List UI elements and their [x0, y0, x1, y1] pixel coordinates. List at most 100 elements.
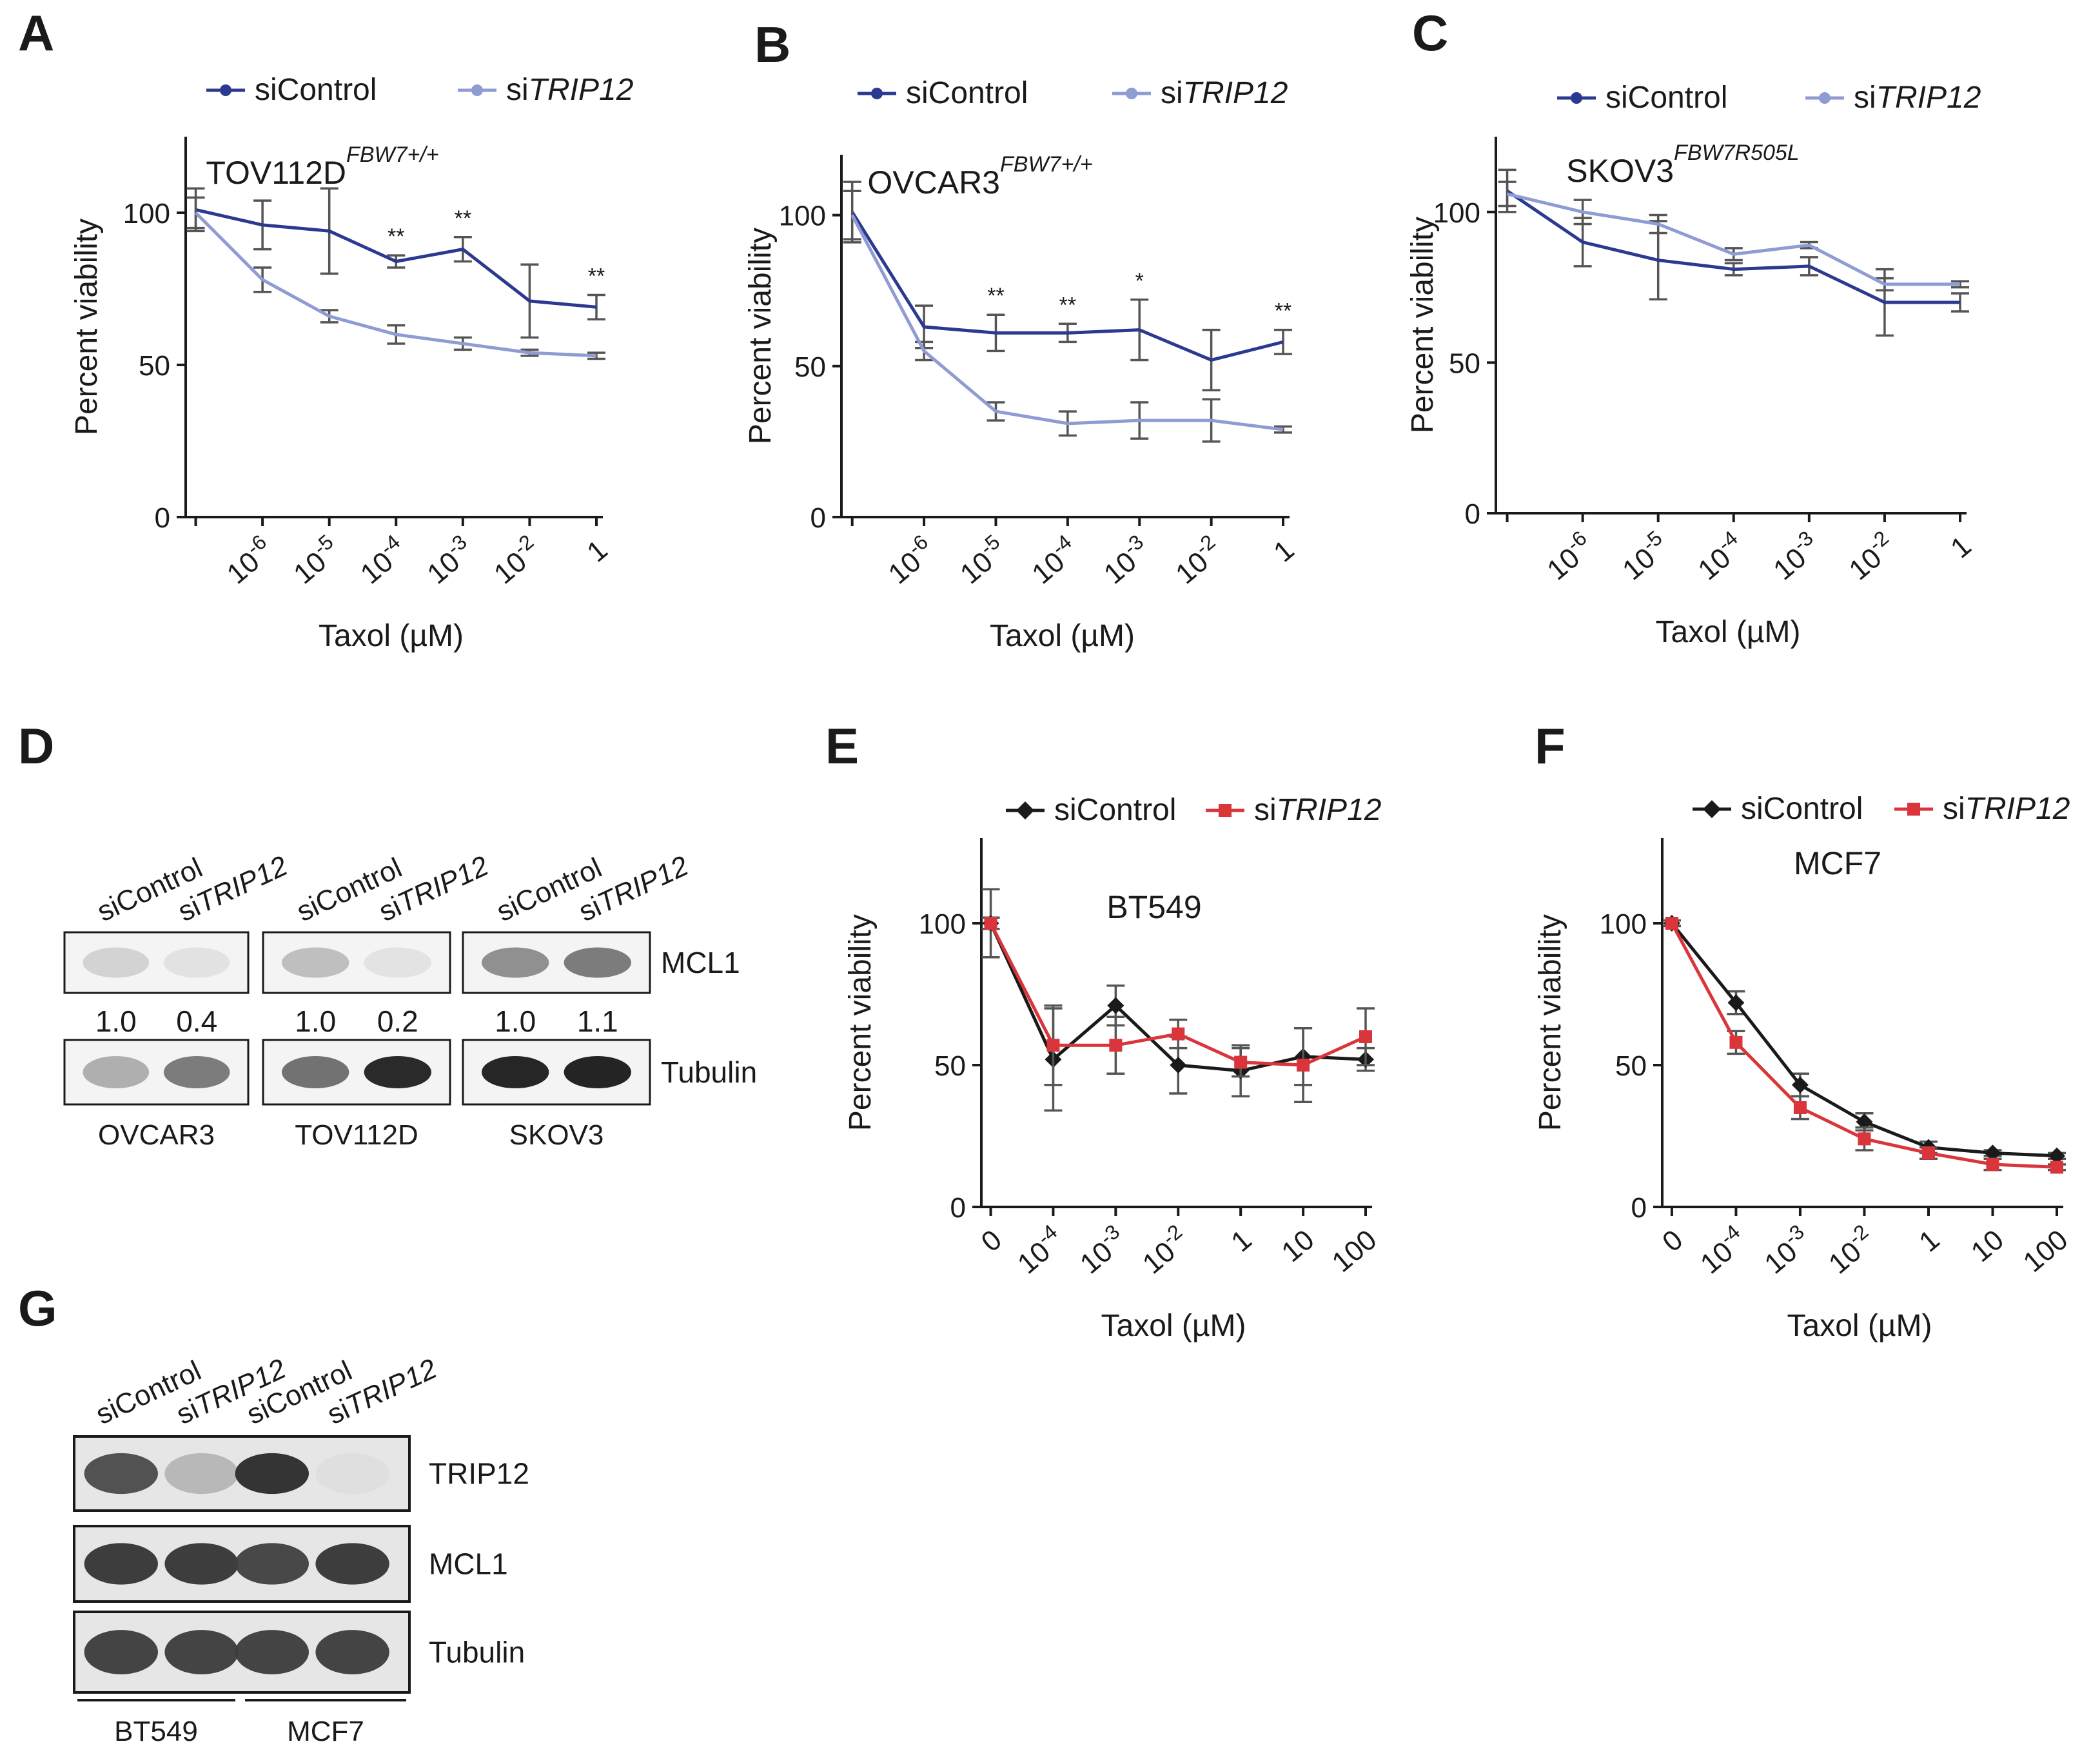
series-siTRIP12 — [981, 916, 1375, 1103]
x-tick-label: 10-2 — [1134, 1220, 1195, 1280]
y-tick-label: 100 — [1433, 197, 1480, 229]
data-point — [1858, 1132, 1871, 1146]
x-tick-label: 10-3 — [1071, 1220, 1133, 1280]
band — [364, 947, 431, 978]
data-point — [984, 917, 997, 930]
row-label: Tubulin — [429, 1636, 525, 1669]
y-tick-label: 100 — [919, 908, 966, 940]
series-line — [195, 208, 597, 309]
x-tick-label: 10-5 — [284, 530, 346, 590]
series-siTRIP12 — [1498, 181, 1969, 292]
x-tick-label: 10-4 — [1689, 526, 1751, 586]
x-axis-label: Taxol (µM) — [990, 619, 1135, 653]
chart-title: SKOV3FBW7R505L — [1566, 141, 1799, 189]
series-siTRIP12 — [186, 196, 605, 360]
band — [83, 1056, 150, 1088]
y-tick-label: 50 — [139, 350, 170, 382]
band — [84, 1453, 158, 1494]
significance-mark: * — [1135, 269, 1144, 293]
y-axis-label: Percent viability — [1406, 217, 1440, 433]
band — [84, 1630, 158, 1674]
y-tick-label: 0 — [810, 502, 826, 534]
significance-mark: ** — [987, 284, 1004, 308]
legend-marker — [1016, 801, 1034, 819]
row-label: TRIP12 — [429, 1457, 529, 1491]
panel-label-g: G — [18, 1280, 57, 1337]
x-tick-label: 10-3 — [1095, 530, 1157, 590]
y-axis-label: Percent viability — [743, 228, 778, 444]
significance-mark: ** — [455, 206, 471, 231]
legend-label: siControl — [1054, 793, 1176, 827]
quant-label: 1.0 — [495, 1004, 536, 1038]
chart-title: TOV112DFBW7+/+ — [206, 142, 438, 191]
band — [282, 1056, 349, 1088]
series-line — [850, 214, 1284, 431]
band — [235, 1630, 309, 1674]
x-tick-label: 10-2 — [1820, 1220, 1881, 1280]
x-axis-label: Taxol (µM) — [319, 619, 464, 653]
significance-mark: ** — [388, 224, 404, 249]
y-tick-label: 100 — [123, 198, 170, 230]
x-tick-label: 10-6 — [218, 530, 280, 590]
legend-marker — [1907, 803, 1920, 816]
series-siTRIP12 — [1662, 917, 2066, 1174]
band — [163, 947, 230, 978]
data-point — [1791, 1076, 1809, 1093]
cell-line-label: BT549 — [114, 1716, 198, 1747]
legend-marker — [1819, 92, 1831, 104]
y-axis-label: Percent viability — [843, 914, 878, 1131]
legend-marker — [1571, 92, 1582, 104]
x-tick-label: 1 — [1913, 1224, 1945, 1258]
legend-label: siTRIP12 — [1854, 81, 1981, 115]
series-siControl — [186, 187, 605, 339]
x-axis-label: Taxol (µM) — [1787, 1309, 1932, 1343]
y-tick-label: 100 — [1600, 908, 1647, 940]
data-point — [1109, 1039, 1123, 1052]
series-siControl — [843, 181, 1292, 392]
band — [564, 947, 631, 978]
x-tick-label: 10-2 — [1840, 526, 1901, 586]
quant-label: 1.1 — [577, 1004, 618, 1038]
y-tick-label: 0 — [950, 1192, 966, 1224]
y-tick-label: 50 — [1449, 348, 1480, 379]
blot-g: TRIP12MCL1TubulinsiControlsiTRIP12siCont… — [73, 1353, 529, 1747]
chart-title: BT549 — [1106, 889, 1201, 925]
x-tick-label: 10-4 — [1008, 1220, 1070, 1280]
chart-b: 0 50 100 10-610-510-410-310-2 1 Taxol (µM) Per… — [743, 76, 1300, 653]
significance-mark: ** — [1059, 293, 1076, 317]
quant-label: 1.0 — [95, 1004, 137, 1038]
cell-line-label: SKOV3 — [509, 1119, 604, 1151]
y-tick-label: 50 — [1615, 1050, 1647, 1082]
data-point — [1107, 997, 1124, 1014]
data-point — [1172, 1027, 1185, 1041]
data-point — [1793, 1101, 1807, 1114]
series-line — [850, 211, 1284, 362]
legend-label: siTRIP12 — [1161, 76, 1288, 110]
series-siTRIP12 — [843, 190, 1292, 443]
panel-label-d: D — [18, 718, 54, 774]
quant-label: 1.0 — [295, 1004, 336, 1038]
data-point — [2048, 1147, 2065, 1164]
x-tick-label: 100 — [2017, 1224, 2074, 1279]
x-tick-label: 100 — [1326, 1224, 1383, 1279]
y-tick-label: 0 — [1631, 1192, 1647, 1224]
y-axis-label: Percent viability — [1533, 914, 1567, 1131]
y-tick-label: 50 — [794, 351, 826, 383]
row-label: MCL1 — [429, 1547, 508, 1581]
data-point — [1297, 1059, 1310, 1072]
band — [364, 1056, 431, 1088]
x-tick-label: 10 — [1276, 1224, 1320, 1268]
panel-label-f: F — [1535, 718, 1566, 774]
band — [235, 1543, 309, 1585]
band — [84, 1543, 158, 1585]
x-axis-label: Taxol (µM) — [1101, 1309, 1246, 1343]
panel-label-c: C — [1412, 5, 1448, 61]
y-tick-label: 100 — [779, 201, 826, 232]
band — [482, 1056, 549, 1088]
quant-label: 0.2 — [377, 1004, 418, 1038]
x-tick-label: 10-6 — [1538, 526, 1600, 586]
data-point — [1665, 917, 1678, 930]
legend-marker — [871, 88, 883, 99]
